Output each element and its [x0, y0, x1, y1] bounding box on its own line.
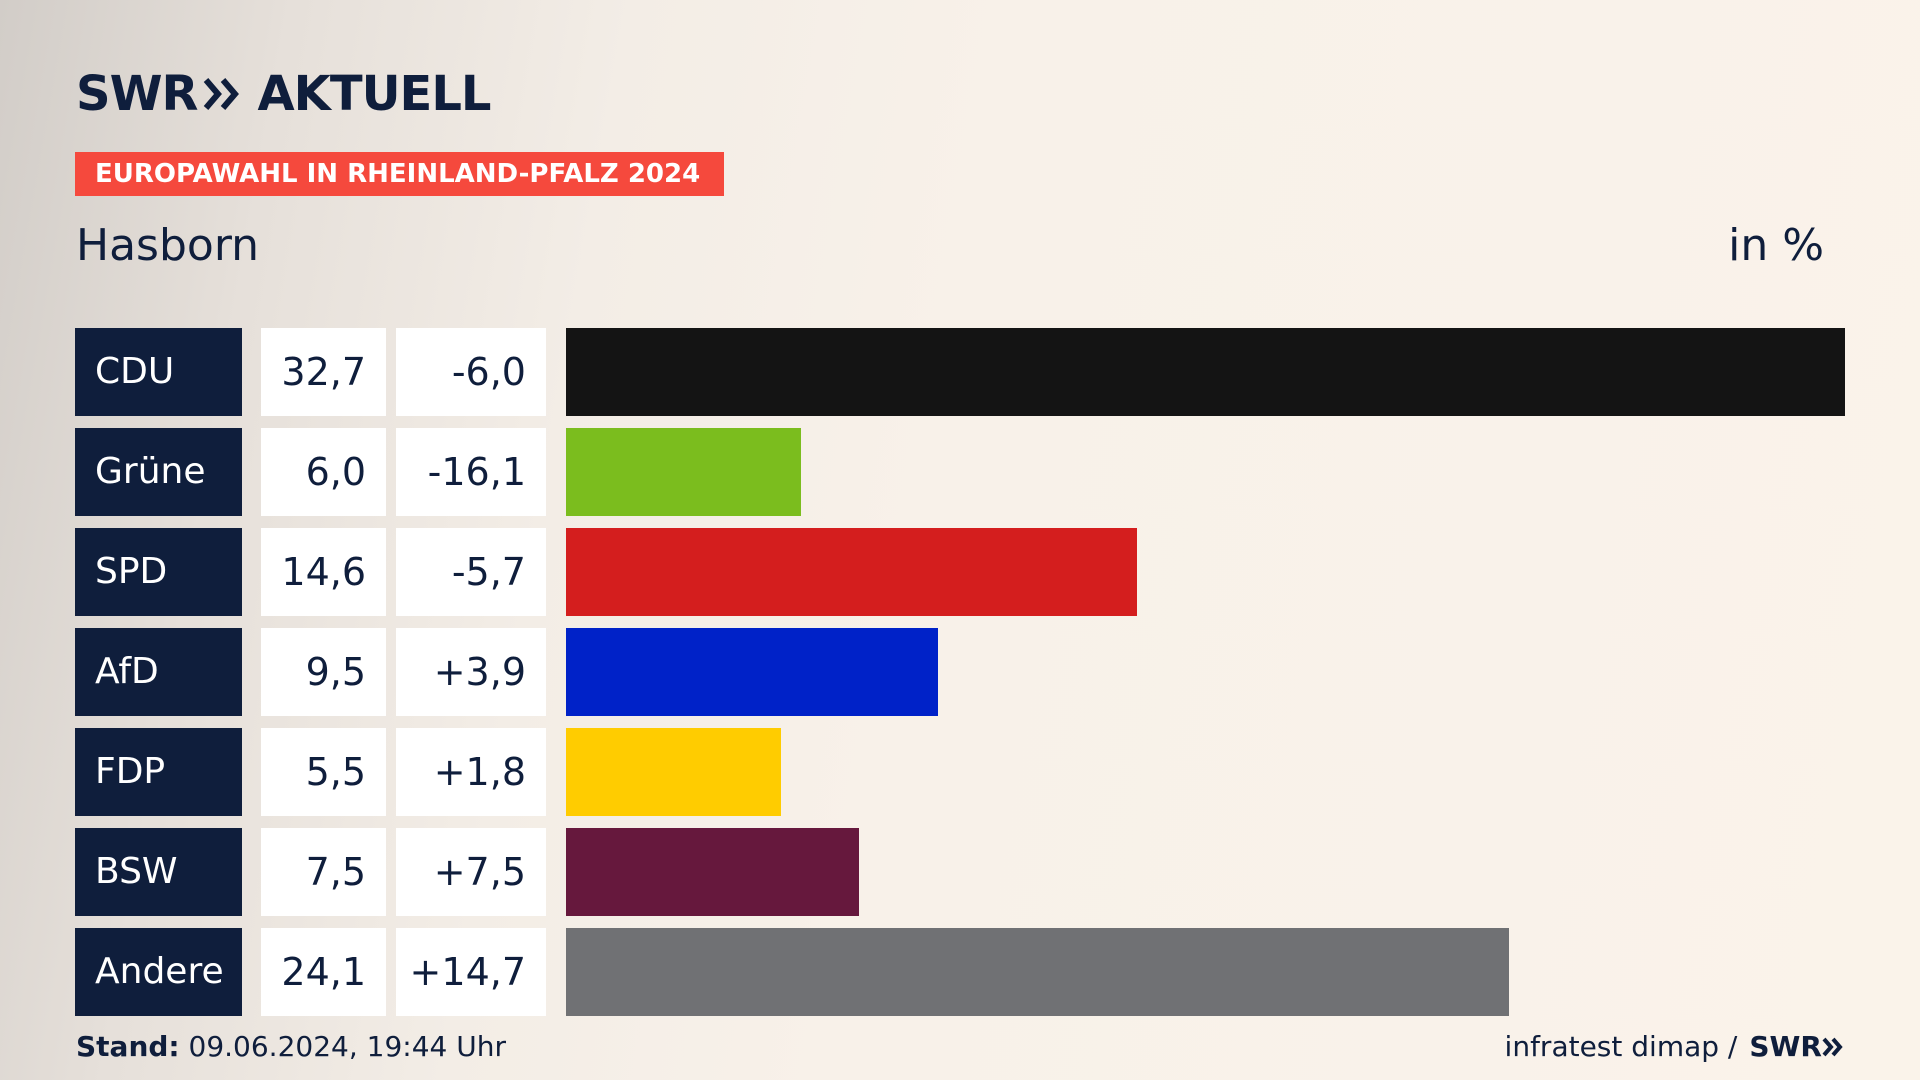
diff-label: +3,9	[396, 628, 546, 716]
party-label: BSW	[75, 828, 242, 916]
logo-swr-text: SWR	[76, 66, 198, 122]
swr-aktuell-logo: SWR AKTUELL	[76, 64, 492, 124]
stand-label: Stand:	[76, 1030, 180, 1063]
unit-label: in %	[1728, 220, 1824, 271]
timestamp: Stand: 09.06.2024, 19:44 Uhr	[76, 1030, 506, 1063]
footer-swr-text: SWR	[1749, 1030, 1822, 1063]
diff-label: -16,1	[396, 428, 546, 516]
party-label: CDU	[75, 328, 242, 416]
bar	[566, 428, 801, 516]
party-label: AfD	[75, 628, 242, 716]
value-label: 32,7	[261, 328, 386, 416]
party-label: Grüne	[75, 428, 242, 516]
logo-aktuell-text: AKTUELL	[257, 66, 491, 122]
bar	[566, 928, 1509, 1016]
diff-label: +14,7	[396, 928, 546, 1016]
election-badge: EUROPAWAHL IN RHEINLAND-PFALZ 2024	[75, 152, 724, 196]
diff-label: -6,0	[396, 328, 546, 416]
chart-row: SPD 14,6 -5,7	[75, 528, 1875, 616]
chart-row: Andere 24,1 +14,7	[75, 928, 1875, 1016]
value-label: 9,5	[261, 628, 386, 716]
source-text: infratest dimap /	[1504, 1030, 1738, 1063]
source-credit: infratest dimap / SWR	[1505, 1030, 1844, 1063]
value-label: 24,1	[261, 928, 386, 1016]
bar	[566, 828, 859, 916]
chart-row: AfD 9,5 +3,9	[75, 628, 1875, 716]
diff-label: +1,8	[396, 728, 546, 816]
bar	[566, 628, 938, 716]
double-chevron-icon	[203, 77, 243, 111]
chart-row: BSW 7,5 +7,5	[75, 828, 1875, 916]
footer-chevron-icon	[1822, 1037, 1843, 1056]
chart-row: CDU 32,7 -6,0	[75, 328, 1875, 416]
diff-label: +7,5	[396, 828, 546, 916]
diff-label: -5,7	[396, 528, 546, 616]
region-title: Hasborn	[76, 220, 260, 271]
party-label: FDP	[75, 728, 242, 816]
party-label: SPD	[75, 528, 242, 616]
bar	[566, 328, 1845, 416]
value-label: 6,0	[261, 428, 386, 516]
stand-value: 09.06.2024, 19:44 Uhr	[179, 1030, 506, 1063]
value-label: 7,5	[261, 828, 386, 916]
chart-row: Grüne 6,0 -16,1	[75, 428, 1875, 516]
bar	[566, 728, 781, 816]
value-label: 5,5	[261, 728, 386, 816]
footer-swr-logo: SWR	[1749, 1030, 1844, 1063]
party-label: Andere	[75, 928, 242, 1016]
bar	[566, 528, 1137, 616]
value-label: 14,6	[261, 528, 386, 616]
chart-row: FDP 5,5 +1,8	[75, 728, 1875, 816]
